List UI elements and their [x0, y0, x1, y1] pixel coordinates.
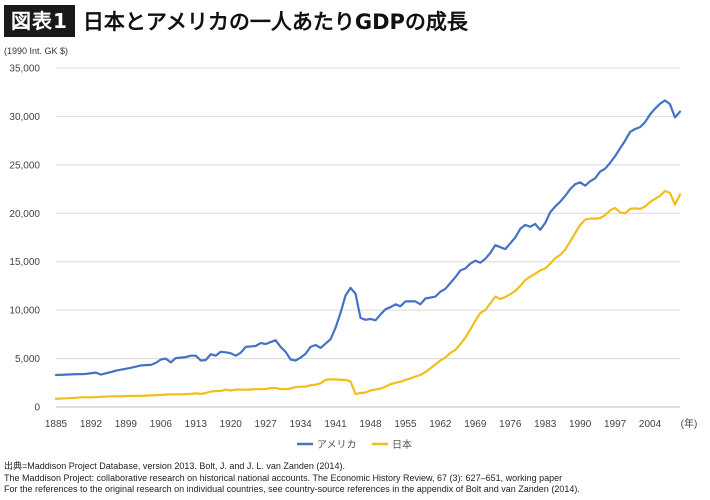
figure-badge: 図表1	[4, 5, 75, 37]
x-tick-label: 1927	[255, 419, 278, 430]
series-lines	[54, 99, 682, 400]
y-tick-label: 30,000	[9, 112, 40, 123]
gdp-line-chart: 0 5,000 10,000 15,000 20,000 25,000 30,000 35,0…	[9, 64, 697, 452]
y-tick-label: 25,000	[9, 160, 40, 171]
x-tick-label: 1913	[185, 419, 208, 430]
source-line-2: The Maddison Project: collaborative rese…	[4, 472, 563, 483]
x-axis-unit-label: (年)	[681, 417, 698, 430]
y-tick-label: 0	[34, 403, 40, 414]
x-tick-label: 1983	[534, 419, 557, 430]
x-tick-label: 1885	[45, 419, 68, 430]
x-tick-label: 1899	[115, 419, 138, 430]
x-tick-label: 2004	[639, 419, 662, 430]
source-line-1: 出典=Maddison Project Database, version 20…	[4, 461, 345, 471]
y-axis-unit-label: (1990 Int. GK $)	[4, 46, 69, 56]
x-tick-label: 1920	[220, 419, 243, 430]
source-note: 出典=Maddison Project Database, version 20…	[4, 461, 706, 496]
x-tick-label: 1941	[324, 419, 347, 430]
x-tick-label: 1955	[394, 419, 417, 430]
x-tick-label: 1962	[429, 419, 452, 430]
series-line-japan	[54, 189, 682, 400]
y-axis-ticks: 0 5,000 10,000 15,000 20,000 25,000 30,000 35,0…	[9, 64, 40, 414]
chart-title: 日本とアメリカの一人あたりGDPの成長	[82, 10, 468, 34]
y-tick-label: 15,000	[9, 257, 40, 268]
legend-label: アメリカ	[317, 439, 357, 451]
y-tick-label: 35,000	[9, 64, 40, 75]
legend-label: 日本	[392, 438, 412, 451]
legend: アメリカ 日本	[297, 438, 412, 451]
figure-title: 図表1 日本とアメリカの一人あたりGDPの成長	[4, 4, 468, 38]
source-line-3: For the references to the original resea…	[4, 484, 580, 494]
x-tick-label: 1948	[359, 419, 382, 430]
gridlines	[56, 67, 680, 408]
x-tick-label: 1934	[289, 419, 312, 430]
x-axis-ticks: 1885 1892 1899 1906 1913 1920 1927 1934 1941 1948…	[45, 417, 697, 430]
y-tick-label: 20,000	[9, 209, 40, 220]
y-tick-label: 10,000	[9, 306, 40, 317]
y-tick-label: 5,000	[15, 354, 40, 365]
series-line-usa	[54, 99, 682, 377]
x-tick-label: 1997	[604, 419, 627, 430]
x-tick-label: 1892	[80, 419, 103, 430]
x-tick-label: 1976	[499, 419, 522, 430]
x-tick-label: 1990	[569, 419, 592, 430]
x-tick-label: 1906	[150, 419, 173, 430]
x-tick-label: 1969	[464, 419, 487, 430]
